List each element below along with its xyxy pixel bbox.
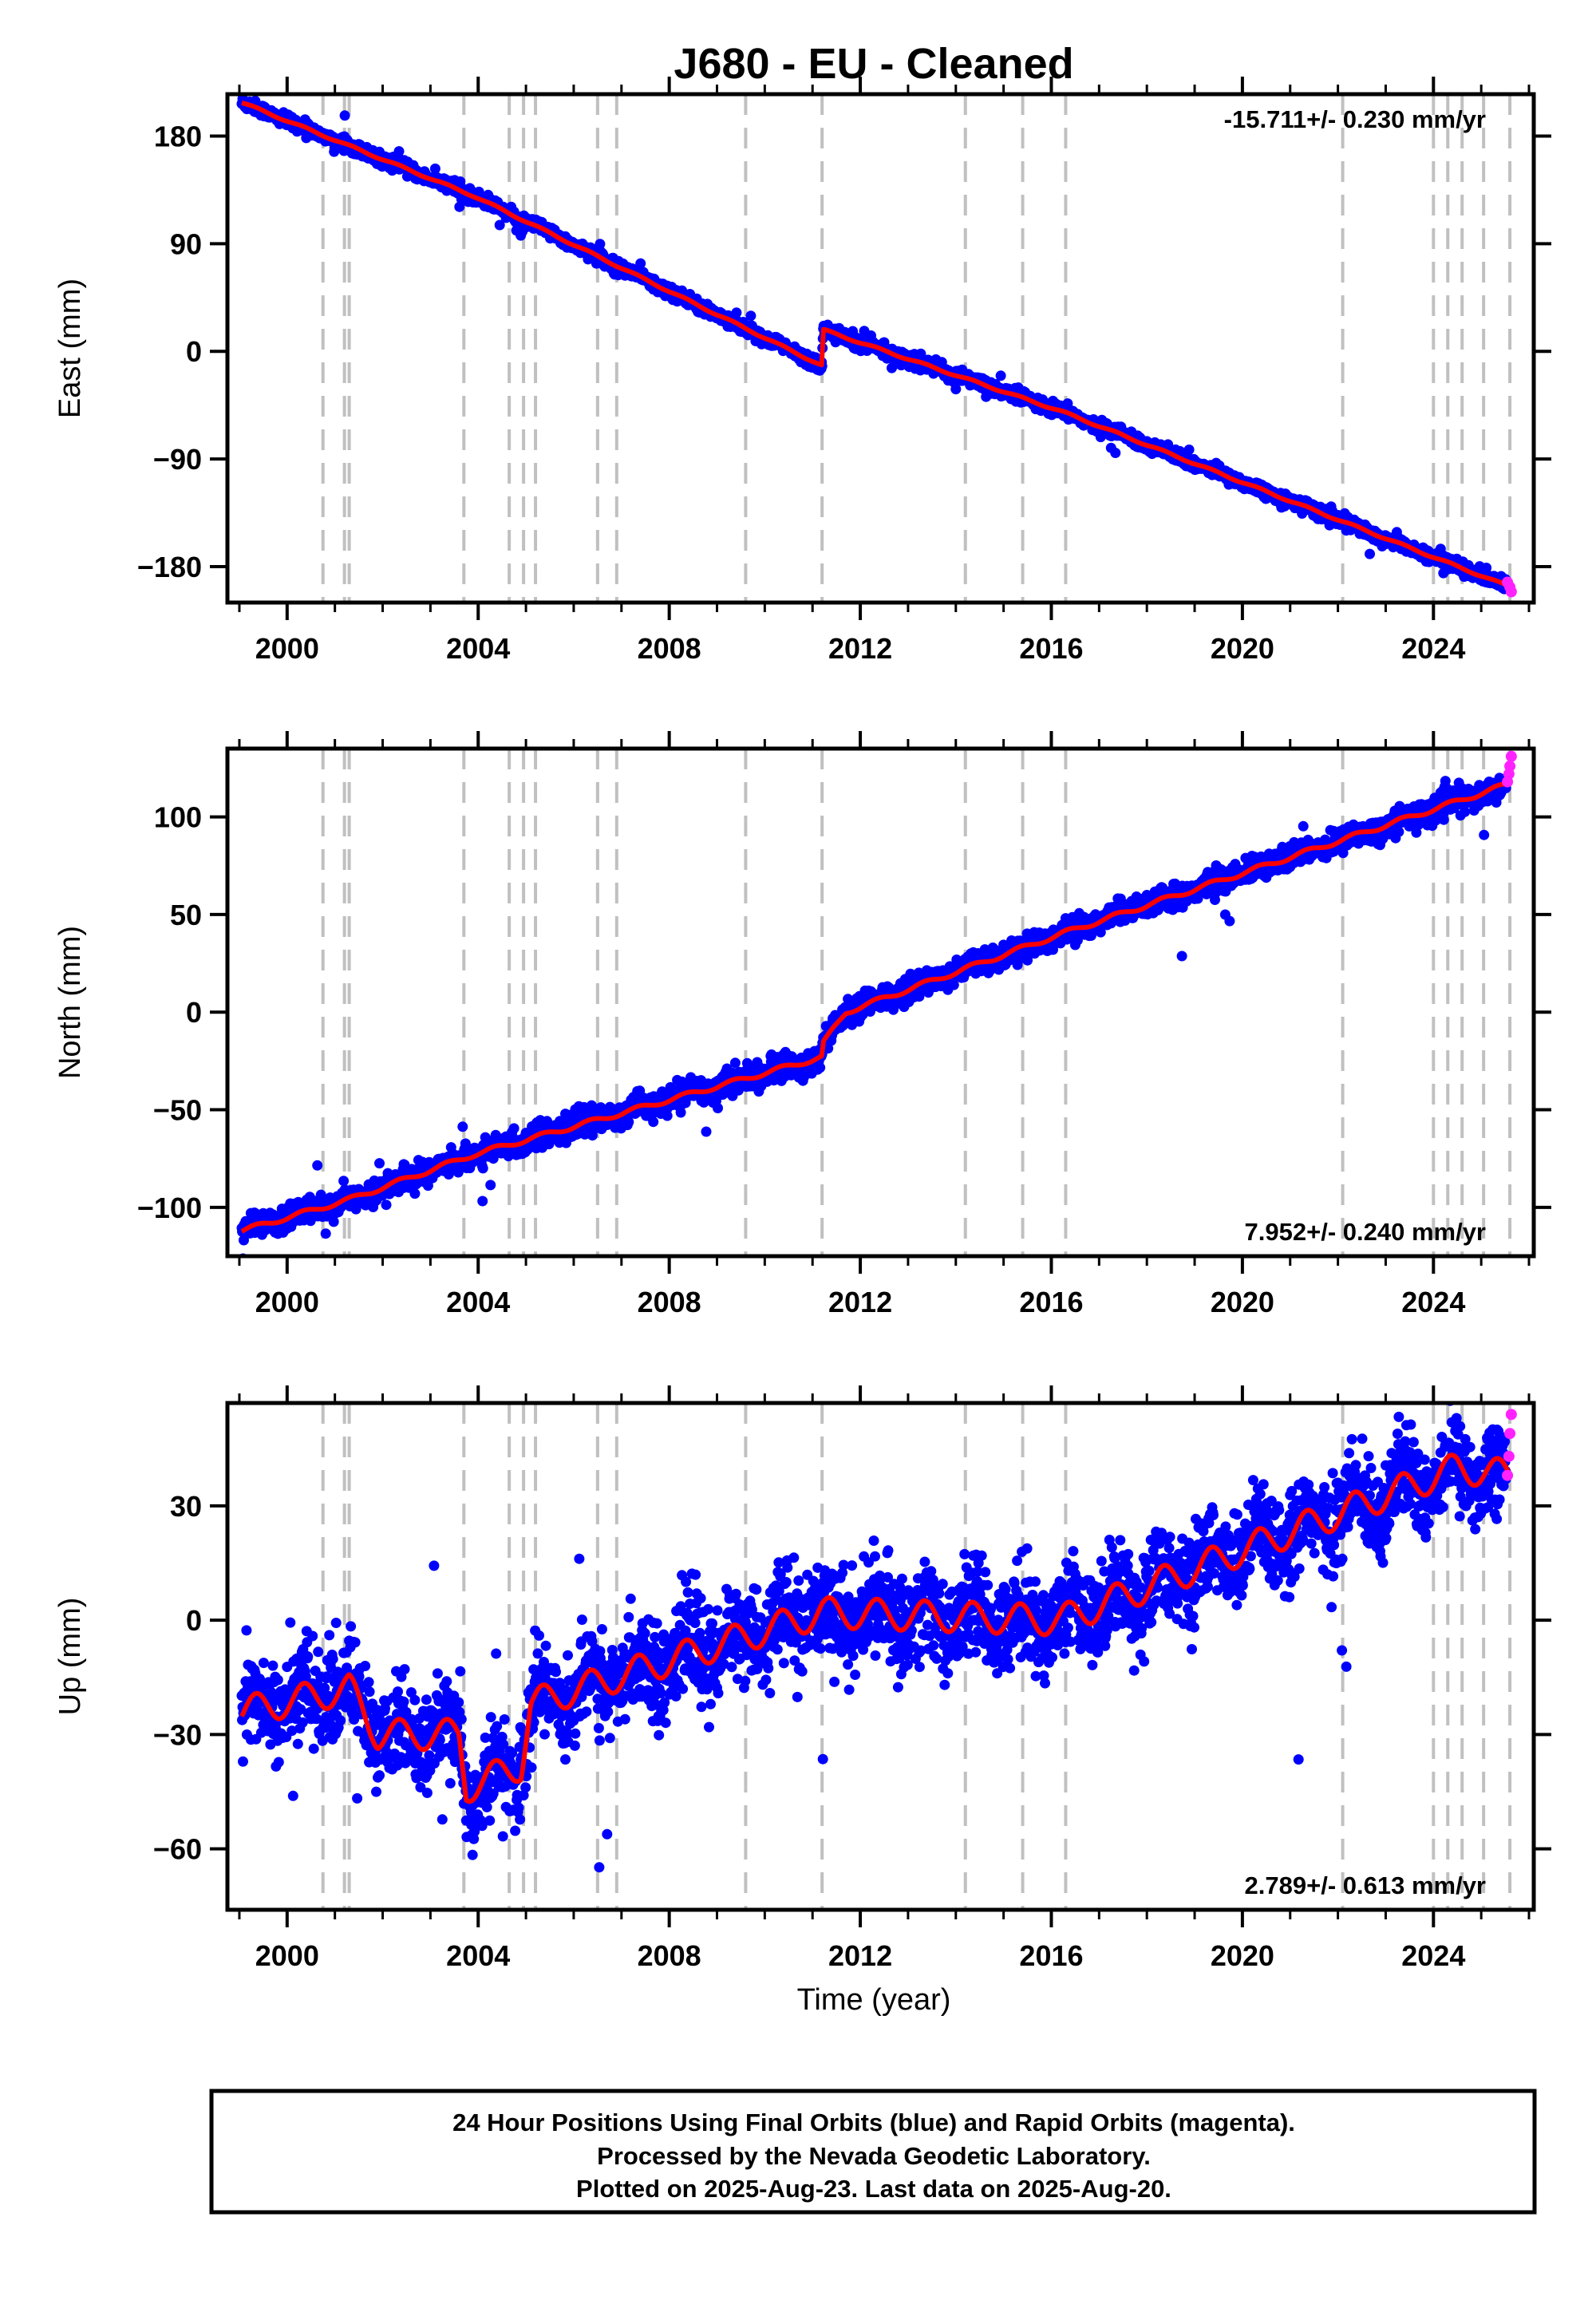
plot-area-north [236,749,1517,1256]
data-point [374,1158,385,1169]
y-tick-label: −90 [153,443,202,476]
data-point [429,163,440,174]
data-point [328,1216,339,1227]
data-point [339,110,350,121]
plot-area-east [236,94,1517,603]
panel-north: 2000 2004 2008 2012 2016 2020 2024−100−5005010… [53,731,1551,1318]
data-point [662,1110,673,1121]
data-point [648,1117,659,1128]
velocity-label-east: -15.711+/- 0.230 mm/yr [1224,105,1486,133]
data-point [731,307,742,318]
x-tick-label: 2024 [1401,632,1465,665]
x-tick-label: 2008 [638,632,701,665]
data-point [312,1160,323,1171]
data-point [1365,548,1375,559]
y-tick-label: 180 [154,120,202,152]
y-axis-label-east: East (mm) [53,279,87,418]
y-tick-label: 90 [170,227,202,260]
data-point [477,1196,488,1207]
data-point [409,1188,421,1199]
y-tick-label: 0 [186,335,202,368]
x-tick-label: 2000 [255,632,319,665]
panel-east: 2000 2004 2008 2012 2016 2020 2024 −180 −90 0 90 18… [53,77,1551,665]
chart-title: J680 - EU - Cleaned [674,40,1073,88]
data-point [494,219,505,231]
data-point [729,1057,741,1069]
data-point [701,1126,712,1137]
x-tick-label: 2012 [828,632,892,665]
data-point [1183,445,1195,455]
data-point [477,1163,488,1174]
y-tick-label: −180 [137,551,202,583]
x-tick-label: 2020 [1211,632,1274,665]
data-point [635,258,646,269]
data-point [815,1062,826,1073]
data-point [1110,448,1121,458]
data-point [713,1103,723,1113]
data-point [745,310,757,322]
panels: 2000 2004 2008 2012 2016 2020 2024 −180 −90 0 90 18… [53,77,1551,1972]
data-point [457,1121,468,1132]
data-point [995,370,1006,381]
data-point [338,1176,350,1187]
x-tick-label: 2016 [1019,632,1083,665]
data-point [320,1228,331,1239]
data-point [485,1180,496,1191]
rapid-point [1505,586,1517,598]
x-tick-label: 2004 [446,632,510,665]
data-point [393,146,405,157]
data-point [508,1123,519,1134]
data-point [381,1199,392,1211]
